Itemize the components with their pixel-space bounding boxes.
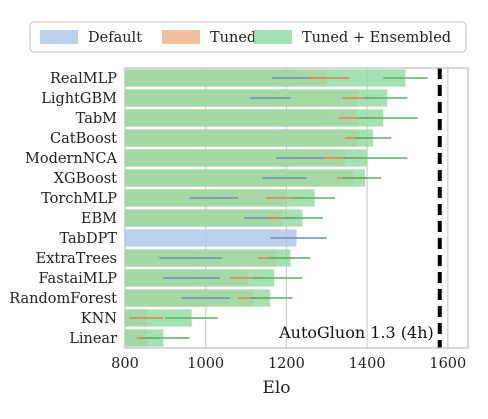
- model-label: ModernNCA: [25, 151, 117, 167]
- legend-label: Tuned + Ensembled: [302, 30, 451, 46]
- model-label: RandomForest: [9, 291, 117, 307]
- model-label: EBM: [81, 211, 117, 227]
- bar-tuned-ensembled: [125, 169, 366, 187]
- bar-default: [125, 229, 297, 247]
- bar-tuned-ensembled: [125, 129, 374, 147]
- x-tick-label: 800: [111, 356, 139, 372]
- bar-tuned-ensembled: [125, 149, 368, 167]
- model-label: Linear: [69, 331, 117, 347]
- model-label: XGBoost: [54, 171, 117, 187]
- bar-tuned-ensembled: [125, 69, 406, 87]
- model-label: RealMLP: [50, 71, 117, 87]
- x-tick-label: 1200: [268, 356, 305, 372]
- x-tick-labels: 800 1000 1200 1400 1600: [111, 356, 466, 372]
- model-label: TorchMLP: [41, 191, 117, 207]
- legend-label: Default: [88, 30, 142, 46]
- legend-swatch: [162, 30, 200, 44]
- legend-label: Tuned: [210, 30, 256, 46]
- x-tick-label: 1400: [349, 356, 386, 372]
- legend-swatch: [254, 30, 292, 44]
- autogluon-annotation: AutoGluon 1.3 (4h): [278, 323, 434, 342]
- error-bars: [129, 77, 428, 339]
- model-label: TabDPT: [59, 231, 117, 247]
- bar-tuned-ensembled: [125, 209, 303, 227]
- bar-tuned-ensembled: [125, 109, 384, 127]
- x-axis-title: Elo: [262, 378, 290, 398]
- plot-frame: [124, 67, 469, 349]
- legend-frame: [29, 21, 467, 53]
- x-tick-label: 1000: [187, 356, 224, 372]
- x-tick-label: 1600: [429, 356, 466, 372]
- legend: Default Tuned Tuned + Ensembled: [29, 21, 467, 53]
- model-labels: RealMLP LightGBM TabM CatBoost ModernNCA XGBo…: [9, 71, 117, 347]
- model-label: CatBoost: [50, 131, 117, 147]
- model-label: ExtraTrees: [36, 251, 117, 267]
- model-label: FastaiMLP: [38, 271, 117, 287]
- model-label: KNN: [81, 311, 118, 327]
- model-label: TabM: [76, 111, 117, 127]
- legend-swatch: [40, 30, 78, 44]
- model-label: LightGBM: [41, 91, 117, 107]
